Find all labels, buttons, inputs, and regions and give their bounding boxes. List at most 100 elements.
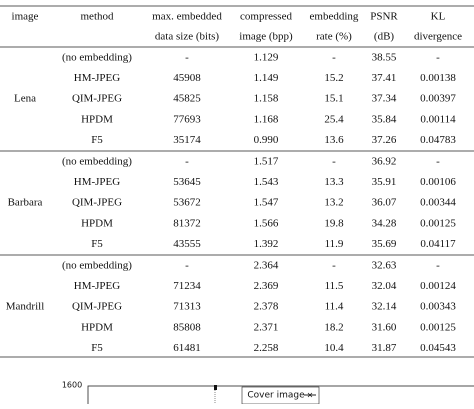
- cell: 0.00124: [420, 280, 456, 292]
- cell: 37.41: [372, 72, 397, 84]
- cell: 13.6: [324, 134, 344, 146]
- cell: -: [332, 156, 336, 168]
- cell: 0.00138: [420, 72, 456, 84]
- cell: 25.4: [324, 113, 344, 125]
- cell: 36.92: [372, 156, 397, 168]
- cell: 11.9: [325, 238, 344, 250]
- cell: 38.55: [372, 52, 397, 64]
- figure-fragment: 1600 Cover image ×: [62, 381, 474, 409]
- cell: 11.5: [325, 280, 344, 292]
- y-tick-label: 1600: [62, 381, 82, 390]
- header-cell: image (bpp): [239, 31, 293, 43]
- cell: (no embedding): [62, 156, 132, 168]
- cell: HPDM: [81, 217, 113, 229]
- plot-frame: [87, 385, 474, 409]
- cell: 32.04: [372, 280, 397, 292]
- header-cell: rate (%): [316, 31, 352, 43]
- cell: 85808: [173, 321, 201, 333]
- header-cell: image: [12, 11, 39, 23]
- cell: QIM-JPEG: [72, 197, 122, 209]
- cell: -: [436, 52, 440, 64]
- image-name: Lena: [14, 93, 36, 105]
- cell: -: [436, 156, 440, 168]
- cell: 32.14: [372, 301, 397, 313]
- header-cell: (dB): [374, 31, 395, 43]
- cell: 0.00106: [420, 176, 456, 188]
- cell: 35174: [173, 134, 201, 146]
- cell: 15.1: [324, 93, 343, 105]
- header-cell: KL: [431, 11, 446, 23]
- cell: 0.04543: [420, 342, 456, 354]
- cell: F5: [91, 238, 103, 250]
- cell: 35.84: [372, 113, 397, 125]
- cell: 2.371: [254, 321, 279, 333]
- cell: 45908: [173, 72, 201, 84]
- cell: 13.3: [324, 176, 344, 188]
- cell: 34.28: [372, 217, 397, 229]
- cell: 61481: [173, 342, 201, 354]
- header-cell: embedding: [310, 11, 359, 23]
- cell: 37.34: [372, 93, 397, 105]
- cell: 35.69: [372, 238, 397, 250]
- cell: 71234: [173, 280, 201, 292]
- header-cell: PSNR: [370, 11, 398, 23]
- cell: F5: [91, 342, 103, 354]
- cell: 1.158: [254, 93, 279, 105]
- cell: 45825: [173, 93, 201, 105]
- cell: 10.4: [324, 342, 344, 354]
- cell: 2.258: [254, 342, 279, 354]
- header-cell: method: [81, 11, 114, 23]
- image-name: Mandrill: [6, 301, 45, 313]
- cell: -: [185, 260, 189, 272]
- header-cell: divergence: [414, 31, 462, 43]
- cell: -: [332, 52, 336, 64]
- cell: 31.60: [372, 321, 397, 333]
- legend-marker: ×: [307, 391, 314, 400]
- cell: 53645: [173, 176, 201, 188]
- cell: 37.26: [372, 134, 397, 146]
- cell: 32.63: [372, 260, 397, 272]
- cell: (no embedding): [62, 52, 132, 64]
- cell: -: [436, 260, 440, 272]
- cell: 15.2: [324, 72, 343, 84]
- cell: 1.547: [254, 197, 279, 209]
- cell: 0.990: [254, 134, 279, 146]
- cell: 1.543: [254, 176, 279, 188]
- cell: HM-JPEG: [74, 176, 121, 188]
- cell: 18.2: [324, 321, 343, 333]
- cell: 1.517: [254, 156, 279, 168]
- cell: 2.364: [254, 260, 279, 272]
- header-cell: compressed: [240, 11, 292, 23]
- cell: 0.00114: [420, 113, 456, 125]
- cell: 1.392: [254, 238, 279, 250]
- legend-label: Cover image: [247, 391, 305, 401]
- header-cell: max. embedded: [152, 11, 222, 23]
- cell: 35.91: [372, 176, 397, 188]
- cell: 1.129: [254, 52, 279, 64]
- cell: 11.4: [325, 301, 344, 313]
- cell: (no embedding): [62, 260, 132, 272]
- cell: 43555: [173, 238, 201, 250]
- cell: -: [185, 156, 189, 168]
- cell: 31.87: [372, 342, 397, 354]
- cell: -: [185, 52, 189, 64]
- cell: 0.04783: [420, 134, 456, 146]
- cell: 0.00344: [420, 197, 456, 209]
- cell: HPDM: [81, 321, 113, 333]
- cell: 0.00343: [420, 301, 456, 313]
- cell: HM-JPEG: [74, 72, 121, 84]
- cell: QIM-JPEG: [72, 301, 122, 313]
- image-name: Barbara: [8, 197, 43, 209]
- cell: 0.00125: [420, 321, 456, 333]
- cell: 1.168: [254, 113, 279, 125]
- cell: 1.566: [254, 217, 279, 229]
- cell: 1.149: [254, 72, 279, 84]
- header-cell: data size (bits): [155, 31, 219, 43]
- cell: 81372: [173, 217, 201, 229]
- cell: 71313: [173, 301, 201, 313]
- cell: QIM-JPEG: [72, 93, 122, 105]
- cell: 0.04117: [420, 238, 456, 250]
- cell: 36.07: [372, 197, 397, 209]
- cell: HPDM: [81, 113, 113, 125]
